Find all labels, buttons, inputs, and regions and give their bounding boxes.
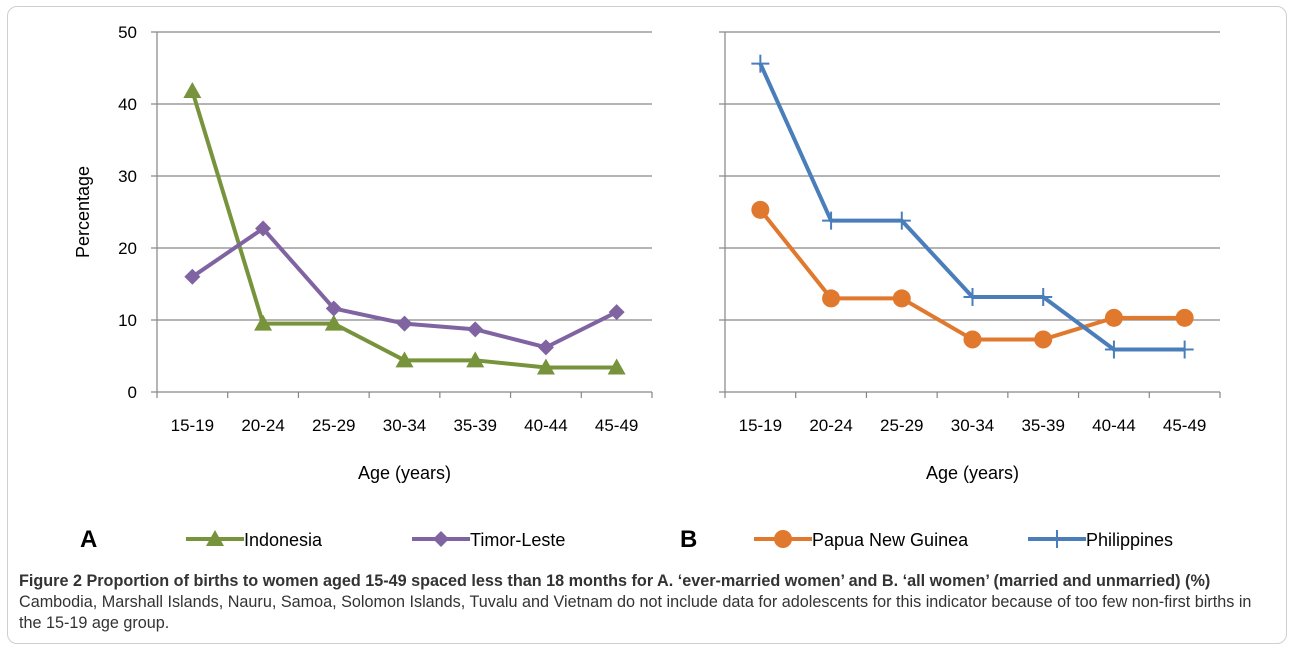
y-tick-label: 0 [128,383,137,402]
y-tick-label: 40 [118,95,137,114]
data-point [607,358,626,375]
figure-caption: Figure 2 Proportion of births to women a… [19,571,1275,634]
data-point [1104,308,1123,327]
legend-marker [433,531,449,547]
x-tick-label: 35-39 [453,416,496,435]
x-tick-label: 25-29 [312,416,355,435]
y-tick-label: 50 [118,23,137,42]
x-tick-label: 15-19 [739,416,782,435]
legend-marker [1048,530,1066,548]
data-point [467,321,484,338]
legend-marker [206,530,224,546]
data-point [324,314,343,331]
legend: A B Indonesia Timor-Leste Papua New Guinea Ph… [80,526,1173,553]
y-tick-label: 20 [118,239,137,258]
data-point [325,300,342,317]
data-point [822,289,841,308]
legend-label: Philippines [1086,530,1173,550]
data-point [751,200,770,219]
x-tick-label: 20-24 [809,416,852,435]
data-point [1104,340,1123,359]
data-point [1034,330,1053,349]
legend-label: Indonesia [244,530,323,550]
x-tick-label: 40-44 [524,416,567,435]
figure-frame [7,6,1287,644]
caption-body: Cambodia, Marshall Islands, Nauru, Samoa… [19,593,1252,632]
panel-label: A [80,526,97,553]
data-point [892,289,911,308]
data-point [395,351,414,368]
data-point [1034,287,1053,306]
data-point [1175,308,1194,327]
data-point [892,211,911,230]
x-tick-label: 15-19 [171,416,214,435]
x-tick-label: 30-34 [383,416,426,435]
data-point [536,358,555,375]
data-point [184,268,201,285]
data-point [963,330,982,349]
legend-marker [774,530,792,548]
x-tick-label: 25-29 [880,416,923,435]
data-point [466,351,485,368]
y-tick-label: 10 [118,311,137,330]
data-point [963,287,982,306]
x-tick-label: 40-44 [1092,416,1135,435]
data-point [822,211,841,230]
y-axis-title: Percentage [73,166,93,258]
data-point [1175,340,1194,359]
x-tick-label: 20-24 [241,416,284,435]
legend-label: Papua New Guinea [812,530,969,550]
x-axis-title: Age (years) [926,463,1019,483]
data-point [255,220,272,237]
x-tick-label: 45-49 [1163,416,1206,435]
legend-label: Timor-Leste [470,530,565,550]
x-tick-label: 30-34 [951,416,994,435]
chart-panel-a: 0 10 20 30 40 50 15-19 20-24 25-29 30-34 35-39 40-4… [73,23,653,483]
data-point [608,304,625,321]
y-tick-label: 30 [118,167,137,186]
panel-label: B [680,526,697,553]
x-axis-title: Age (years) [358,463,451,483]
data-point [751,54,770,73]
series-line [758,62,1185,352]
caption-title: Figure 2 Proportion of births to women a… [19,572,1211,590]
x-tick-label: 45-49 [595,416,638,435]
x-tick-label: 35-39 [1021,416,1064,435]
data-point [537,339,554,356]
data-point [254,314,273,331]
data-point [183,82,202,99]
chart-panel-b: 15-19 20-24 25-29 30-34 35-39 40-44 45-49 Age (… [719,31,1221,483]
figure-charts: 0 10 20 30 40 50 15-19 20-24 25-29 30-34 35-39 40-4… [73,23,1221,553]
data-point [396,315,413,332]
